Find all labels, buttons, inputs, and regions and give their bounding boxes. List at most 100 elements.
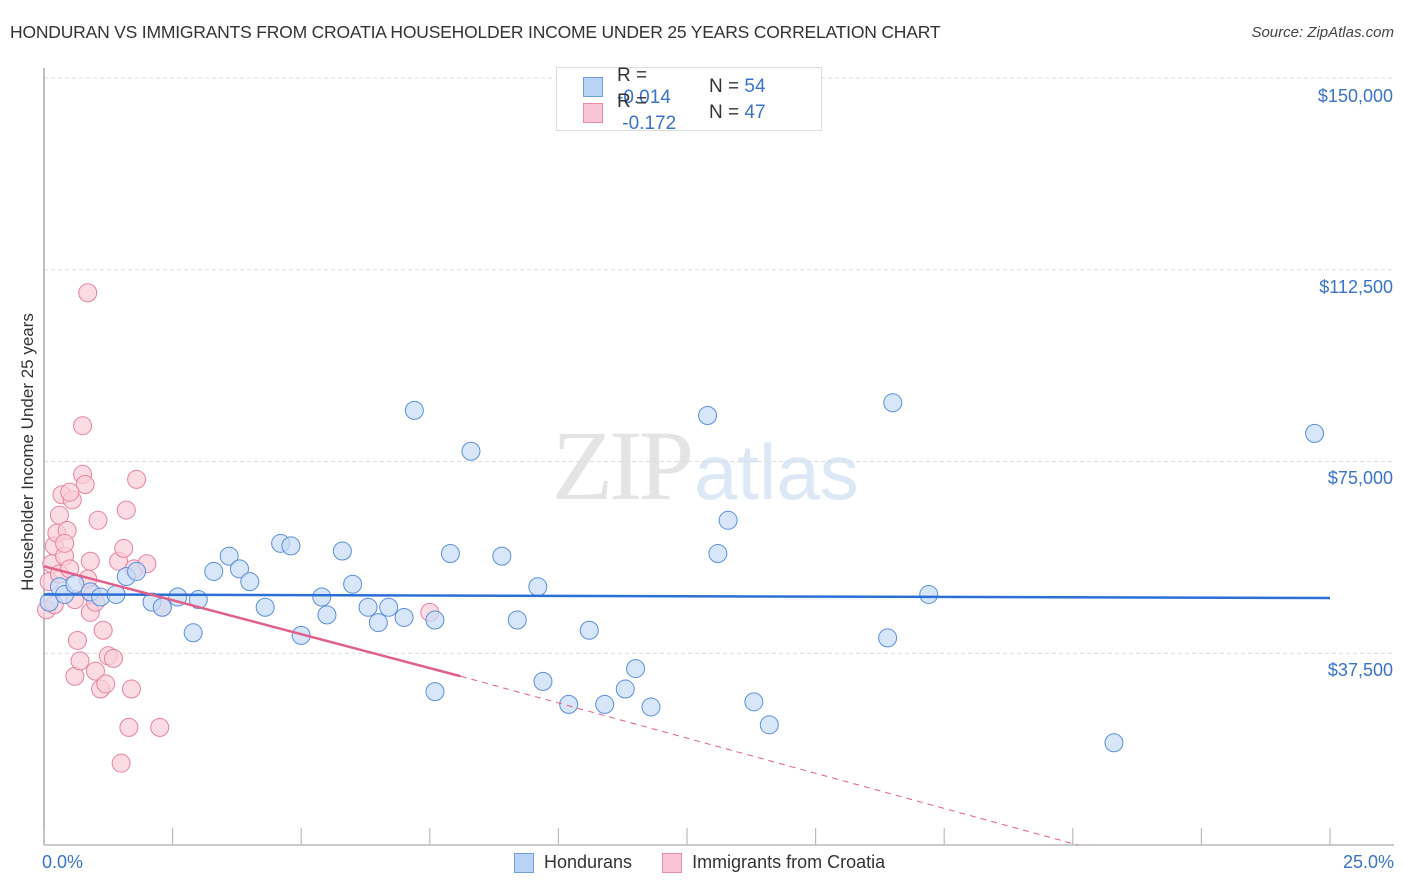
croatia-point[interactable] [116,500,136,520]
croatia-swatch-icon [583,103,603,123]
honduran-point[interactable] [152,597,172,617]
honduran-point[interactable] [1305,423,1325,443]
croatia-point[interactable] [80,551,100,571]
croatia-point[interactable] [150,717,170,737]
croatia-point[interactable] [70,651,90,671]
croatia-point[interactable] [114,538,134,558]
r-label: R = -0.172 [617,91,677,134]
croatia-point[interactable] [55,533,75,553]
croatia-point[interactable] [67,630,87,650]
chart-title: HONDURAN VS IMMIGRANTS FROM CROATIA HOUS… [10,22,941,42]
croatia-point[interactable] [96,674,116,694]
n-label: N = 47 [709,102,766,123]
honduran-point[interactable] [317,605,337,625]
n-label: N = 54 [709,76,766,97]
hondurans-points [39,393,1325,753]
x-tick-min: 0.0% [42,852,84,872]
croatia-point[interactable] [49,505,69,525]
honduran-point[interactable] [507,610,527,630]
croatia-point[interactable] [60,482,80,502]
honduran-point[interactable] [368,613,388,633]
honduran-point[interactable] [229,559,249,579]
honduran-point[interactable] [718,510,738,530]
honduran-point[interactable] [440,544,460,564]
croatia-point[interactable] [103,648,123,668]
honduran-point[interactable] [595,694,615,714]
croatia-trend-extension [460,675,1079,846]
legend-row-hondurans: R = -0.014 N = 54 [583,65,766,108]
croatia-trend-line [43,565,461,678]
honduran-point[interactable] [379,597,399,617]
honduran-point[interactable] [358,597,378,617]
honduran-point[interactable] [183,623,203,643]
croatia-point[interactable] [75,475,95,495]
y-axis-label: Householder Income Under 25 years [18,313,37,591]
source-label: Source: ZipAtlas.com [1251,24,1394,41]
honduran-point[interactable] [204,561,224,581]
honduran-point[interactable] [425,610,445,630]
croatia-point[interactable] [78,283,98,303]
honduran-point[interactable] [404,400,424,420]
honduran-point[interactable] [425,682,445,702]
n-value: 47 [744,102,766,123]
honduran-point[interactable] [492,546,512,566]
croatia-point[interactable] [121,679,141,699]
legend-item-hondurans[interactable]: Hondurans [514,852,632,873]
honduran-point[interactable] [533,671,553,691]
honduran-point[interactable] [281,536,301,556]
croatia-point[interactable] [73,416,93,436]
r-label: R = -0.014 [617,65,671,108]
honduran-point[interactable] [332,541,352,561]
croatia-point[interactable] [119,717,139,737]
legend-label: Immigrants from Croatia [692,852,886,872]
trend-lines [43,565,1331,846]
r-value: -0.172 [622,113,677,134]
croatia-point[interactable] [111,753,131,773]
series-legend: Hondurans Immigrants from Croatia [514,852,915,873]
honduran-point[interactable] [255,597,275,617]
honduran-point[interactable] [744,692,764,712]
honduran-point[interactable] [759,715,779,735]
croatia-swatch-icon [662,852,683,873]
honduran-point[interactable] [219,546,239,566]
legend-label: Hondurans [544,852,633,872]
legend-item-croatia[interactable]: Immigrants from Croatia [662,852,885,873]
croatia-point[interactable] [88,510,108,530]
honduran-point[interactable] [698,405,718,425]
legend-row-croatia: R = -0.172 N = 47 [583,91,766,134]
honduran-point[interactable] [626,659,646,679]
hondurans-swatch-icon [583,77,603,97]
n-value: 54 [744,76,766,97]
honduran-point[interactable] [883,393,903,413]
croatia-points [37,283,440,773]
y-tick-112500: $112,500 [1319,277,1393,297]
honduran-point[interactable] [919,584,939,604]
honduran-point[interactable] [127,561,147,581]
r-value: -0.014 [617,87,671,108]
correlation-legend: R = -0.014 N = 54 R = -0.172 N = 47 [556,65,822,134]
croatia-point[interactable] [93,620,113,640]
croatia-point[interactable] [85,661,105,681]
hondurans-swatch-icon [514,852,534,873]
honduran-point[interactable] [312,587,332,607]
honduran-point[interactable] [708,544,728,564]
honduran-point[interactable] [240,572,260,592]
honduran-point[interactable] [579,620,599,640]
y-tick-37500: $37,500 [1327,660,1393,680]
honduran-point[interactable] [461,441,481,461]
honduran-point[interactable] [343,574,363,594]
x-tick-max: 25.0% [1342,852,1394,872]
honduran-point[interactable] [559,694,579,714]
honduran-point[interactable] [615,679,635,699]
y-tick-75000: $75,000 [1327,468,1393,488]
honduran-point[interactable] [39,592,59,612]
axes [43,68,1394,846]
y-tick-150000: $150,000 [1317,86,1393,106]
honduran-point[interactable] [641,697,661,717]
honduran-point[interactable] [528,577,548,597]
honduran-point[interactable] [878,628,898,648]
croatia-point[interactable] [127,469,147,489]
honduran-point[interactable] [394,607,414,627]
honduran-point[interactable] [1104,733,1124,753]
